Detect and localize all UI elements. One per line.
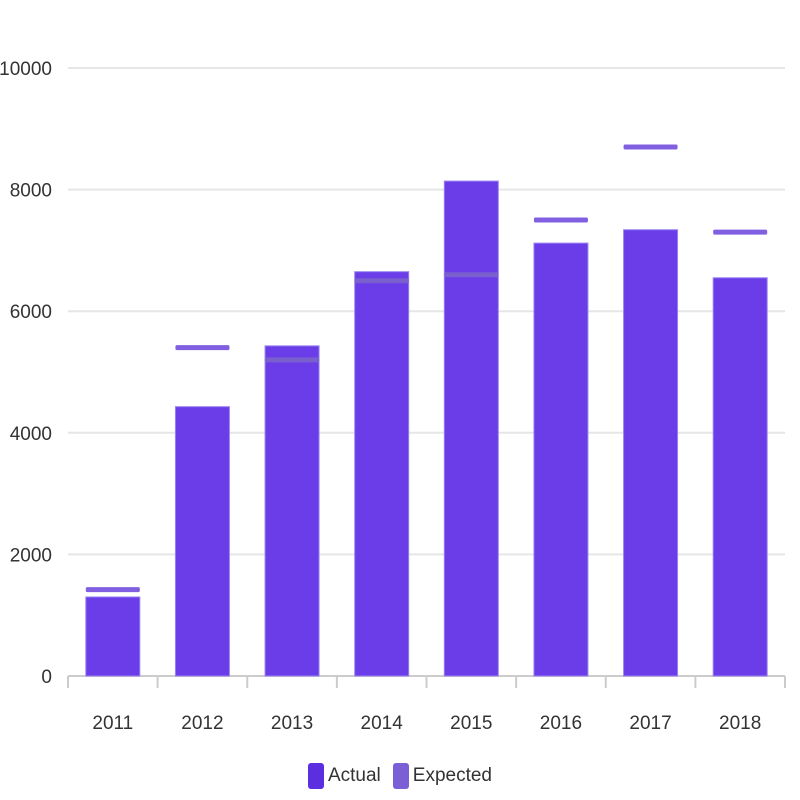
bar-actual [85,596,141,677]
legend: Actual Expected [0,760,800,792]
y-tick-label: 0 [41,667,52,688]
x-tick-label: 2012 [181,713,223,734]
y-tick-label: 8000 [10,181,52,202]
bar-actual [443,180,499,677]
x-tick-label: 2014 [361,713,404,734]
legend-label-actual: Actual [327,765,381,786]
bar-actual [533,242,589,677]
bar-actual [354,271,410,677]
bar-actual [174,406,230,677]
y-tick-label: 10000 [0,59,52,80]
x-tick-label: 2011 [92,713,133,734]
x-tick-label: 2018 [719,713,761,734]
y-tick-label: 2000 [10,545,52,566]
marker-expected [444,272,499,278]
marker-expected [623,144,678,150]
bar-actual [264,345,320,677]
x-tick-label: 2017 [629,713,671,734]
legend-swatch-actual [307,763,324,789]
bar-actual [712,277,768,677]
bar-actual [623,229,679,677]
marker-expected [265,357,320,363]
x-tick-label: 2013 [271,713,313,734]
legend-item-actual[interactable]: Actual [307,763,381,789]
marker-expected [354,278,409,284]
x-tick-label: 2015 [450,713,492,734]
marker-expected [713,229,768,235]
legend-label-expected: Expected [412,765,493,786]
legend-swatch-expected [392,763,409,789]
marker-expected [533,217,588,223]
legend-item-expected[interactable]: Expected [392,763,493,789]
y-tick-label: 4000 [10,424,52,445]
x-tick-label: 2016 [540,713,582,734]
marker-expected [85,587,140,593]
y-tick-label: 6000 [10,302,52,323]
bar-chart: 0 2000 4000 6000 8000 10000 2011 2012 2013 2014 20… [0,59,786,734]
marker-expected [175,345,230,351]
